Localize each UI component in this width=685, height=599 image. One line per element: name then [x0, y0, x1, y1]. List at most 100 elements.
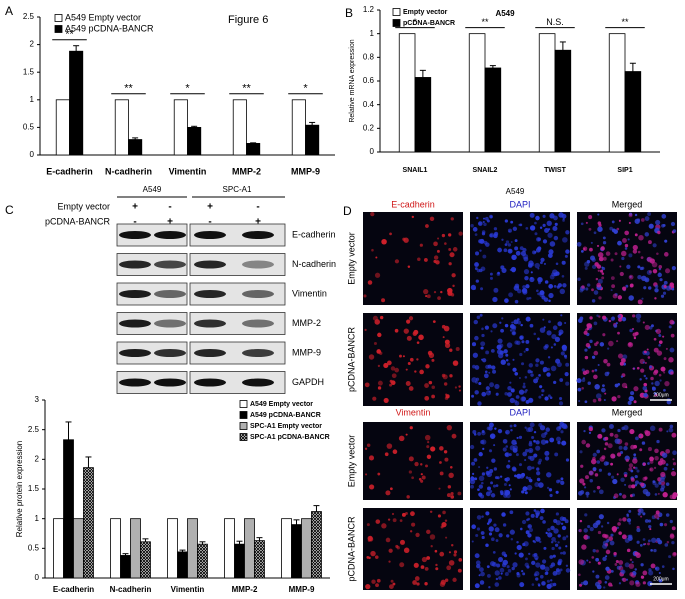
cell — [555, 512, 559, 516]
cell — [651, 537, 657, 543]
cell — [478, 484, 483, 489]
cell — [604, 371, 610, 377]
cell — [644, 277, 650, 283]
cell — [633, 400, 637, 404]
cell — [433, 241, 438, 247]
cell — [610, 289, 613, 292]
cell — [666, 399, 672, 405]
cell — [560, 480, 565, 485]
cell — [553, 343, 557, 346]
cell — [618, 445, 623, 450]
cell — [535, 363, 539, 367]
legend-swatch — [239, 433, 248, 441]
cell — [593, 490, 596, 493]
cell — [525, 427, 531, 433]
cell — [565, 458, 570, 462]
bar — [398, 33, 416, 153]
error-bar — [65, 421, 72, 440]
cell — [493, 444, 496, 447]
cell — [547, 528, 551, 532]
cell — [584, 486, 587, 489]
cell — [583, 430, 586, 433]
cell — [562, 346, 567, 352]
cell — [473, 458, 478, 462]
cell — [586, 260, 591, 264]
cell — [483, 373, 489, 379]
cell — [565, 535, 569, 538]
cell — [430, 545, 433, 548]
error-bar — [122, 553, 129, 556]
cell — [605, 549, 611, 555]
cell — [513, 319, 519, 325]
cell — [588, 431, 592, 434]
error-bar — [419, 69, 426, 78]
blot-frame — [189, 253, 286, 276]
band — [194, 290, 226, 298]
cell — [581, 544, 587, 550]
cell — [614, 252, 618, 256]
legend-label: A549 pCDNA-BANCR — [250, 412, 321, 419]
band — [119, 231, 151, 239]
cell — [510, 266, 517, 273]
cell — [642, 512, 646, 516]
bar — [554, 49, 572, 153]
cell — [634, 233, 638, 237]
cell — [408, 456, 414, 462]
cell — [614, 438, 621, 444]
cell — [611, 396, 617, 402]
cell — [622, 286, 627, 291]
cell — [542, 520, 546, 524]
cell — [663, 466, 668, 471]
cell — [550, 365, 557, 372]
cell — [628, 213, 633, 218]
cell — [535, 358, 540, 363]
cell — [577, 318, 583, 323]
cell — [522, 385, 526, 389]
blot-frame — [189, 341, 286, 365]
cell — [511, 254, 517, 261]
legend-swatch — [239, 422, 248, 430]
cell — [628, 295, 634, 301]
cell — [578, 529, 581, 532]
cell — [628, 274, 634, 280]
cell — [485, 511, 490, 516]
cell — [521, 570, 524, 573]
cell — [525, 339, 530, 344]
cell — [550, 579, 553, 582]
x-tick-label: N-cadherin — [105, 166, 152, 176]
cell — [656, 537, 661, 542]
cell — [671, 540, 675, 545]
cell — [491, 365, 496, 370]
cell — [596, 264, 602, 269]
cell — [367, 280, 373, 285]
cell — [558, 212, 564, 218]
lane-sign: + — [255, 217, 261, 228]
cell — [592, 398, 597, 403]
cell — [406, 335, 412, 341]
cell — [475, 560, 481, 566]
cell — [641, 297, 644, 300]
micro-title: A549 — [506, 187, 525, 196]
cell — [440, 290, 443, 294]
y-tick-label: 2 — [30, 40, 35, 49]
cell — [405, 381, 411, 386]
cell — [665, 448, 671, 454]
y-tick-label: 0 — [35, 573, 40, 582]
x-tick-label: TWIST — [544, 167, 566, 174]
cell — [424, 395, 430, 401]
cell — [565, 381, 570, 386]
cell — [550, 525, 555, 531]
bar — [55, 99, 70, 156]
cell — [474, 583, 480, 589]
cell — [629, 429, 633, 433]
cell — [648, 570, 654, 576]
error-bar — [236, 540, 243, 545]
cell — [608, 536, 614, 541]
cell — [372, 315, 378, 321]
cell — [493, 227, 498, 231]
cell — [628, 522, 632, 525]
cell — [658, 481, 662, 485]
cell — [596, 314, 599, 317]
cell — [630, 391, 635, 396]
cell — [605, 251, 611, 256]
